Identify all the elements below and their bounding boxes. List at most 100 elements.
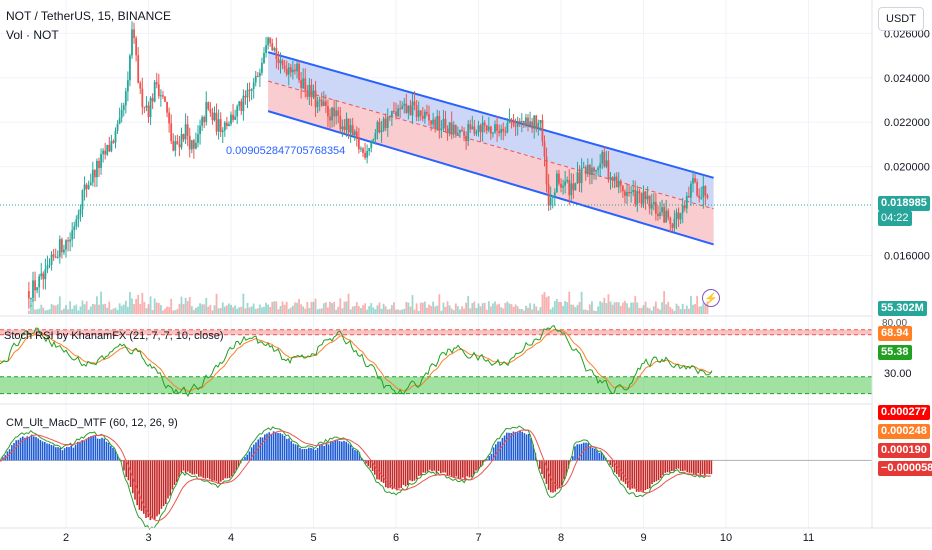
volume-bar: [362, 305, 364, 314]
candle-body: [135, 38, 138, 56]
candle-body: [137, 55, 140, 83]
candle-body: [232, 114, 234, 120]
candle-body: [63, 249, 65, 253]
candle-body: [143, 106, 146, 108]
candle-body: [261, 62, 263, 73]
macd-hist-bar: [686, 460, 688, 473]
macd-legend[interactable]: CM_Ult_MacD_MTF (60, 12, 26, 9): [6, 417, 178, 429]
candle-body: [434, 119, 437, 130]
volume-bar: [174, 310, 177, 314]
candle-body: [351, 125, 354, 136]
stoch-rsi-legend[interactable]: Stoch RSI by KhanamFX (21, 7, 7, 10, clo…: [4, 330, 224, 342]
candle-body: [254, 75, 257, 83]
volume-bar: [601, 302, 604, 314]
volume-bar: [324, 302, 327, 314]
candle-body: [287, 67, 290, 75]
candle-body: [56, 256, 59, 258]
macd-hist-bar: [492, 447, 495, 461]
macd-hist-bar: [444, 460, 446, 473]
macd-hist-bar: [690, 460, 693, 473]
candle-body: [324, 101, 327, 107]
volume-bar: [492, 303, 494, 314]
volume-bar: [502, 308, 505, 314]
candle-body: [446, 128, 449, 134]
candle-body: [588, 164, 591, 175]
macd-hist-bar: [334, 440, 336, 461]
volume-bar: [698, 306, 701, 314]
macd-hist-bar: [602, 455, 605, 461]
volume-bar: [147, 304, 150, 314]
candle-body: [648, 195, 651, 209]
volume-bar: [54, 305, 57, 314]
macd-hist-bar: [147, 460, 149, 518]
macd-hist-bar: [105, 441, 108, 461]
volume-bar: [473, 301, 476, 314]
macd-hist-bar: [138, 460, 141, 510]
lightning-icon[interactable]: ⚡: [702, 289, 720, 307]
currency-button[interactable]: USDT: [878, 7, 924, 31]
volume-bar: [508, 303, 511, 314]
volume-bar: [421, 302, 424, 314]
volume-bar: [609, 301, 612, 314]
volume-bar: [273, 301, 276, 314]
macd-hist-bar: [525, 434, 528, 461]
macd-hist-bar: [303, 448, 306, 461]
macd-hist-bar: [435, 460, 438, 473]
macd-hist-bar: [657, 460, 660, 481]
volume-bar: [157, 303, 160, 314]
candle-body: [263, 52, 265, 63]
candle-body: [694, 178, 696, 183]
volume-bar: [285, 301, 288, 314]
volume-bar: [223, 306, 226, 314]
candle-body: [475, 131, 478, 134]
volume-bar: [642, 305, 645, 314]
macd-hist-bar: [622, 460, 625, 482]
volume-bar: [529, 303, 531, 314]
candle-body: [388, 116, 391, 118]
volume-bar: [258, 304, 261, 314]
macd-hist-bar: [510, 432, 512, 461]
volume-bar: [405, 302, 408, 314]
macd-hist-bar: [587, 443, 589, 461]
volume-bar: [520, 309, 523, 314]
macd-hist-bar: [290, 441, 292, 461]
macd-hist-bar: [466, 460, 468, 477]
candle-body: [428, 114, 430, 121]
candle-body: [566, 179, 569, 182]
macd-hist-bar: [112, 447, 114, 461]
candle-body: [147, 105, 150, 118]
candle-body: [527, 117, 529, 126]
candle-body: [494, 124, 496, 133]
volume-bar: [613, 302, 616, 314]
candle-body: [73, 226, 76, 231]
macd-hist-bar: [629, 460, 631, 490]
macd-hist-bar: [103, 438, 105, 461]
volume-bar: [558, 301, 560, 314]
volume-bar: [506, 301, 509, 314]
volume-bar: [541, 294, 544, 314]
volume-bar: [560, 302, 562, 314]
candle-body: [207, 102, 210, 110]
macd-hist-bar: [413, 460, 416, 481]
macd-hist-bar: [464, 460, 466, 480]
macd-hist-bar: [294, 444, 297, 461]
macd-hist-bar: [433, 460, 435, 471]
macd-hist-bar: [81, 440, 83, 461]
volume-bar: [514, 304, 517, 314]
macd-hist-bar: [114, 449, 116, 461]
volume-bar: [104, 303, 107, 314]
candle-body: [386, 116, 389, 128]
macd-hist-bar: [41, 441, 44, 461]
candle-body: [133, 29, 135, 39]
macd-hist-bar: [697, 460, 699, 474]
macd-hist-bar: [222, 460, 224, 481]
candle-body: [322, 101, 325, 106]
candle-body: [209, 109, 212, 113]
candle-body: [120, 109, 123, 118]
volume-bar: [217, 308, 220, 314]
candle-body: [545, 156, 548, 185]
candle-body: [199, 125, 201, 135]
volume-bar: [135, 298, 138, 314]
candle-body: [153, 82, 156, 102]
